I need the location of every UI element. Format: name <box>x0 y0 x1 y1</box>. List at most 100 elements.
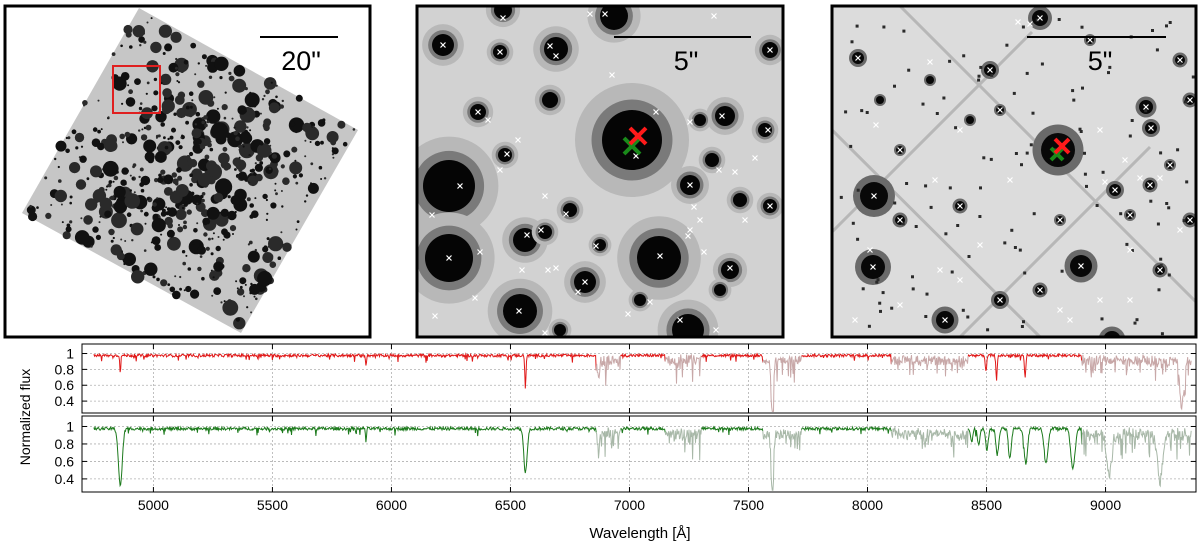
star <box>236 288 245 296</box>
star <box>85 198 98 211</box>
star <box>538 225 552 239</box>
star <box>1021 25 1025 29</box>
star <box>127 260 132 265</box>
star <box>221 231 224 234</box>
star <box>924 315 928 318</box>
star <box>1184 100 1187 104</box>
star <box>298 173 303 178</box>
star <box>127 84 130 87</box>
star <box>265 89 270 95</box>
star <box>153 90 159 96</box>
star <box>26 205 36 215</box>
star <box>185 120 190 125</box>
star <box>282 242 292 252</box>
star <box>207 237 211 241</box>
star <box>143 249 147 252</box>
star <box>637 236 681 280</box>
star <box>67 136 71 140</box>
star <box>207 99 215 107</box>
spectrum-line <box>93 425 597 488</box>
source-marker <box>500 15 506 21</box>
source-marker <box>1157 175 1163 181</box>
star <box>140 188 145 193</box>
star <box>1042 291 1046 295</box>
source-marker <box>1087 37 1093 43</box>
star <box>197 80 205 88</box>
star <box>876 278 880 282</box>
source-marker <box>987 67 993 73</box>
source-marker <box>687 227 693 233</box>
star <box>282 177 290 185</box>
source-marker <box>587 11 593 17</box>
star <box>1003 241 1007 245</box>
scale-label: 5" <box>1088 46 1113 76</box>
star <box>294 159 297 162</box>
source-marker <box>1122 157 1128 163</box>
star <box>185 285 192 293</box>
x-tick-label: 9000 <box>1090 497 1121 513</box>
masked-spectrum-segment <box>762 429 802 491</box>
star <box>165 174 171 180</box>
star <box>187 267 192 271</box>
star <box>948 186 952 190</box>
star <box>90 165 102 178</box>
star <box>160 233 163 236</box>
star <box>175 184 189 197</box>
star <box>1081 86 1084 90</box>
star <box>1040 62 1044 66</box>
star <box>109 184 112 187</box>
star <box>146 21 149 24</box>
star <box>1130 119 1134 122</box>
star <box>183 289 186 292</box>
star <box>1182 219 1186 223</box>
star <box>54 157 57 161</box>
star <box>113 200 128 214</box>
star <box>235 317 240 322</box>
source-marker <box>657 253 663 259</box>
red-target-marker <box>1049 146 1065 162</box>
x-tick-label: 6000 <box>376 497 407 513</box>
source-marker <box>713 327 719 333</box>
star <box>201 120 205 125</box>
star <box>222 146 228 152</box>
star <box>263 245 268 249</box>
star <box>178 224 180 226</box>
star <box>218 152 230 165</box>
star <box>98 221 101 224</box>
star-field <box>26 17 356 330</box>
scale-label: 20" <box>281 46 321 76</box>
star <box>163 187 173 196</box>
star <box>105 188 108 191</box>
star <box>152 202 157 207</box>
star <box>223 300 226 303</box>
star <box>199 255 203 258</box>
star <box>167 236 181 251</box>
star <box>238 167 243 172</box>
star <box>131 177 135 180</box>
star <box>234 120 247 133</box>
star <box>309 141 312 143</box>
star <box>253 171 256 174</box>
star <box>238 148 241 151</box>
star <box>121 102 124 105</box>
panel-frame <box>3 4 372 339</box>
star <box>58 179 62 183</box>
star <box>92 127 98 132</box>
star <box>911 287 915 291</box>
star <box>123 262 126 266</box>
star-field <box>417 6 783 337</box>
y-tick-label: 0.8 <box>55 361 75 377</box>
source-marker <box>701 249 707 255</box>
star <box>120 179 127 186</box>
star <box>672 314 704 337</box>
masked-spectrum-segment <box>664 427 702 461</box>
star <box>232 233 234 235</box>
star <box>181 61 185 65</box>
star <box>213 287 222 295</box>
star <box>155 136 158 139</box>
star <box>183 220 187 225</box>
star <box>307 182 319 194</box>
star <box>156 277 160 282</box>
masked-spectrum-segment <box>1081 354 1192 411</box>
star <box>320 140 324 145</box>
